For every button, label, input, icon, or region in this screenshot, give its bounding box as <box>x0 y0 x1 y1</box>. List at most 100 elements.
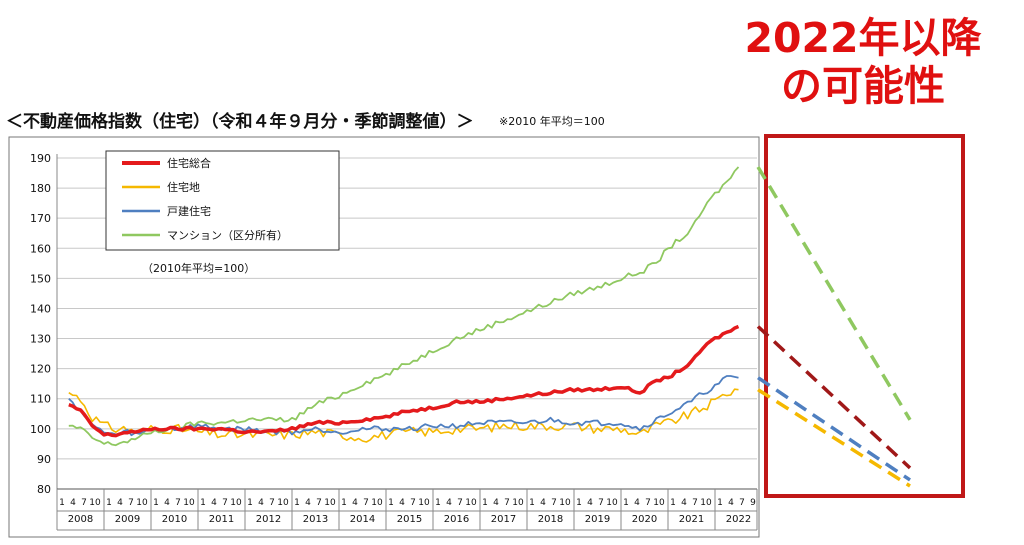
forecast-box <box>764 134 965 498</box>
month-tick-label: 1 <box>200 498 206 508</box>
legend-note: （2010年平均=100） <box>142 261 255 275</box>
month-tick-label: 10 <box>418 498 430 508</box>
month-tick-label: 10 <box>89 498 101 508</box>
month-tick-label: 4 <box>117 498 123 508</box>
year-label: 2010 <box>162 514 187 525</box>
year-label: 2021 <box>679 514 704 525</box>
month-tick-label: 10 <box>136 498 148 508</box>
y-tick-label: 160 <box>30 242 51 255</box>
month-tick-label: 10 <box>183 498 195 508</box>
year-label: 2011 <box>209 514 234 525</box>
year-label: 2016 <box>444 514 469 525</box>
year-label: 2008 <box>68 514 93 525</box>
month-tick-label: 10 <box>653 498 665 508</box>
month-tick-label: 4 <box>305 498 311 508</box>
month-tick-label: 10 <box>324 498 336 508</box>
month-tick-label: 7 <box>128 498 134 508</box>
month-tick-label: 1 <box>529 498 535 508</box>
legend-label-total: 住宅総合 <box>167 156 211 170</box>
month-tick-label: 10 <box>465 498 477 508</box>
year-label: 2019 <box>585 514 610 525</box>
y-axis: 80 90 100 110 120 130 140 150 160 170 180 190 <box>30 152 58 496</box>
y-tick-label: 170 <box>30 212 51 225</box>
y-tick-label: 180 <box>30 182 51 195</box>
month-tick-label: 4 <box>70 498 76 508</box>
month-tick-label: 7 <box>504 498 510 508</box>
month-tick-label: 1 <box>670 498 676 508</box>
month-tick-label: 4 <box>634 498 640 508</box>
year-label: 2009 <box>115 514 140 525</box>
year-label: 2012 <box>256 514 281 525</box>
series-lines <box>68 166 740 447</box>
series-line-total <box>68 324 740 438</box>
month-tick-label: 1 <box>623 498 629 508</box>
month-tick-label: 7 <box>410 498 416 508</box>
month-tick-label: 10 <box>559 498 571 508</box>
y-tick-label: 100 <box>30 423 51 436</box>
month-tick-label: 1 <box>294 498 300 508</box>
y-tick-label: 130 <box>30 333 51 346</box>
month-tick-label: 4 <box>540 498 546 508</box>
month-tick-label: 4 <box>352 498 358 508</box>
y-tick-label: 120 <box>30 363 51 376</box>
month-tick-label: 7 <box>457 498 463 508</box>
month-tick-label: 1 <box>482 498 488 508</box>
y-tick-label: 80 <box>37 483 51 496</box>
forecast-line-detached <box>757 376 911 482</box>
month-tick-label: 10 <box>700 498 712 508</box>
chart-note: ※2010 年平均＝100 <box>499 115 605 128</box>
month-tick-label: 4 <box>587 498 593 508</box>
legend-box <box>105 150 340 251</box>
month-tick-label: 7 <box>175 498 181 508</box>
year-label: 2018 <box>538 514 563 525</box>
month-tick-label: 7 <box>222 498 228 508</box>
year-label: 2014 <box>350 514 375 525</box>
month-tick-label: 4 <box>258 498 264 508</box>
month-tick-label: 1 <box>247 498 253 508</box>
legend-label-condo: マンション（区分所有） <box>167 228 288 242</box>
month-tick-label: 10 <box>371 498 383 508</box>
month-tick-label: 7 <box>363 498 369 508</box>
forecast-lines <box>756 166 912 488</box>
headline-line-2: の可能性 <box>781 62 945 110</box>
month-tick-label: 1 <box>388 498 394 508</box>
month-tick-label: 10 <box>512 498 524 508</box>
y-tick-label: 90 <box>37 453 51 466</box>
forecast-line-total <box>756 325 912 470</box>
month-tick-label: 7 <box>81 498 87 508</box>
year-label: 2020 <box>632 514 657 525</box>
month-tick-label: 10 <box>606 498 618 508</box>
y-tick-label: 110 <box>30 393 51 406</box>
forecast-line-condo <box>756 166 912 421</box>
year-label: 2017 <box>491 514 516 525</box>
month-tick-label: 7 <box>551 498 557 508</box>
legend-label-land: 住宅地 <box>167 180 200 194</box>
headline: 2022年以降 の可能性 <box>728 14 998 110</box>
month-tick-label: 4 <box>446 498 452 508</box>
forecast-line-land <box>757 388 911 488</box>
month-tick-label: 7 <box>692 498 698 508</box>
y-tick-label: 140 <box>30 302 51 315</box>
y-tick-label: 190 <box>30 152 51 165</box>
month-tick-label: 4 <box>728 498 734 508</box>
month-tick-label: 1 <box>59 498 65 508</box>
year-label: 2022 <box>726 514 751 525</box>
year-label: 2013 <box>303 514 328 525</box>
month-tick-label: 4 <box>399 498 405 508</box>
chart-title: ＜不動産価格指数（住宅）（令和４年９月分・季節調整値）＞ <box>6 112 474 132</box>
month-tick-label: 7 <box>269 498 275 508</box>
y-tick-label: 150 <box>30 272 51 285</box>
month-tick-label: 10 <box>277 498 289 508</box>
legend-label-detached: 戸建住宅 <box>167 204 211 218</box>
month-tick-label: 7 <box>598 498 604 508</box>
month-tick-label: 7 <box>316 498 322 508</box>
month-tick-label: 4 <box>164 498 170 508</box>
month-tick-label: 4 <box>211 498 217 508</box>
month-tick-label: 10 <box>230 498 242 508</box>
month-tick-label: 9 <box>750 498 756 508</box>
month-tick-label: 4 <box>681 498 687 508</box>
month-tick-label: 7 <box>645 498 651 508</box>
